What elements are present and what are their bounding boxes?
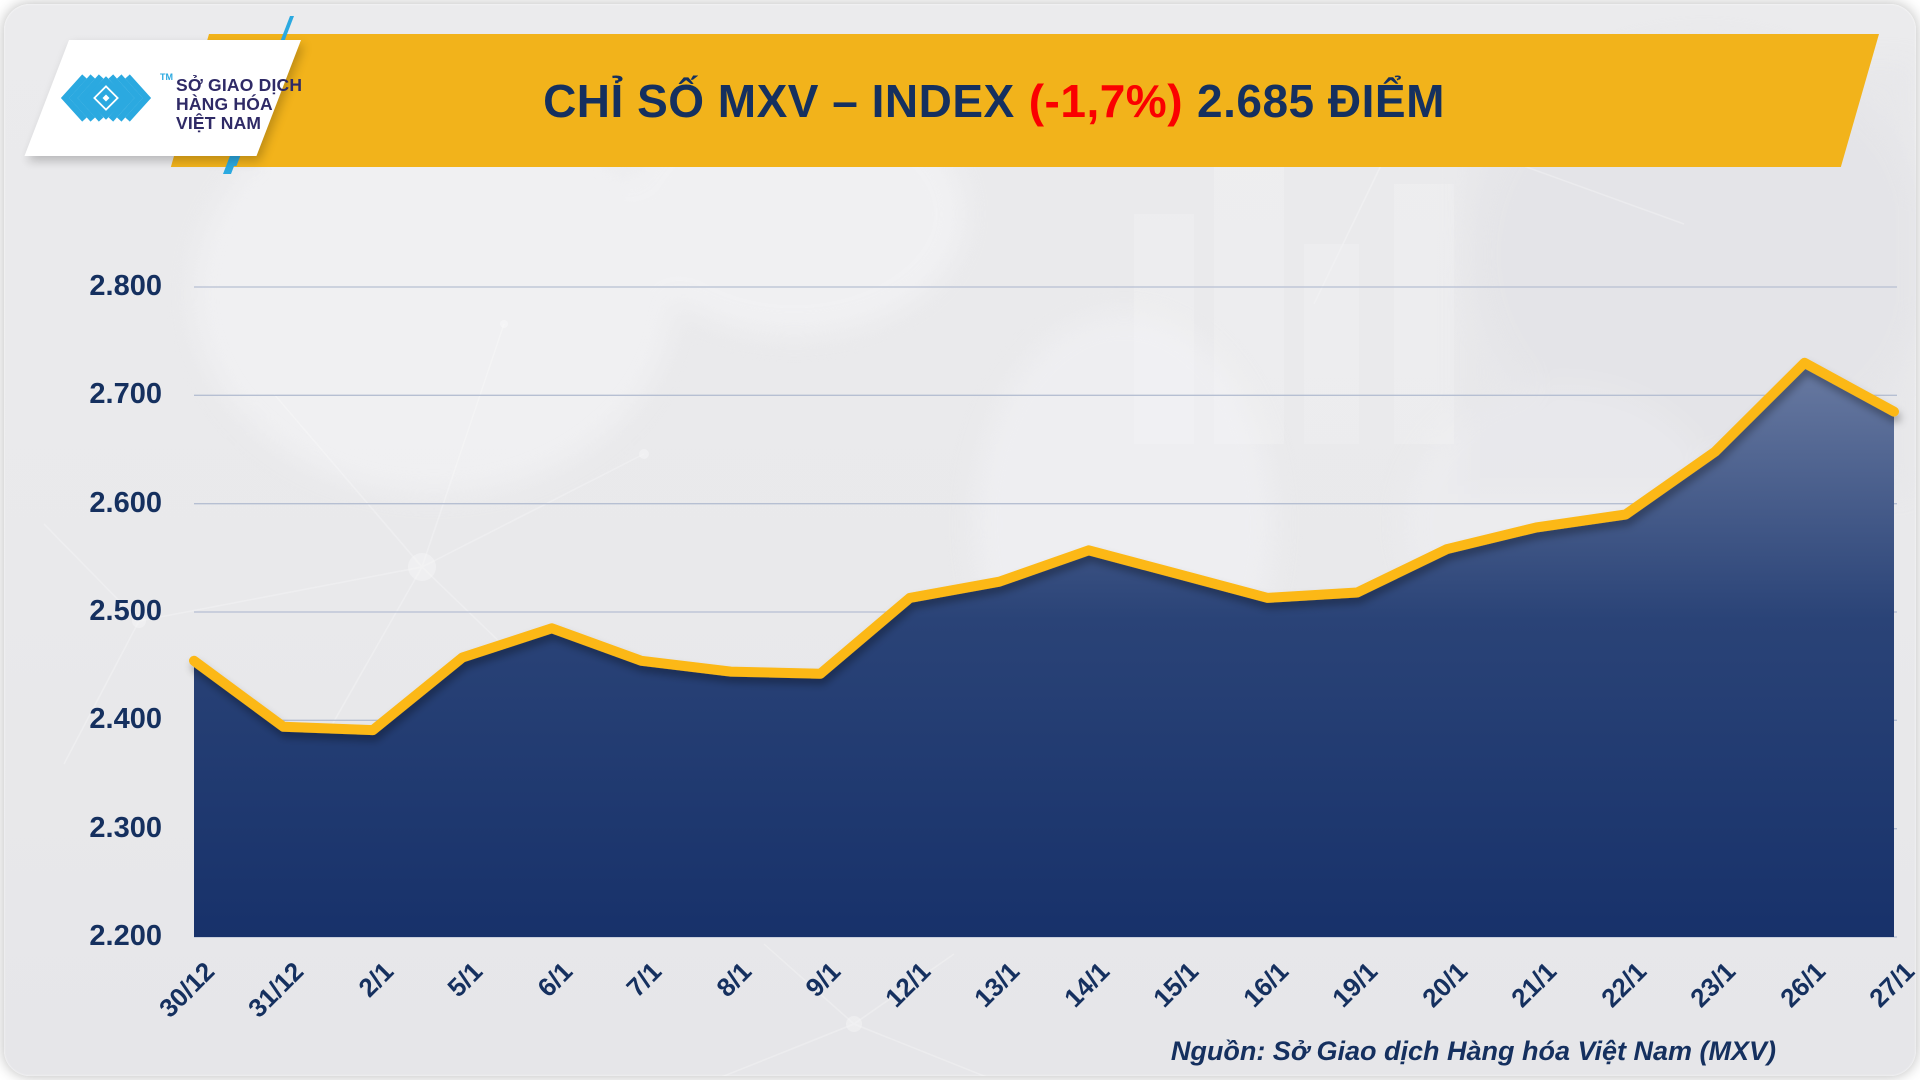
area-fill bbox=[194, 362, 1894, 937]
chart-title: CHỈ SỐ MXV – INDEX (-1,7%) 2.685 ĐIỂM bbox=[244, 34, 1744, 167]
logo-text-line2: HÀNG HÓA bbox=[176, 94, 273, 114]
y-tick-label: 2.500 bbox=[89, 595, 162, 627]
y-tick-label: 2.400 bbox=[89, 703, 162, 736]
title-value: 2.685 ĐIỂM bbox=[1197, 74, 1445, 127]
source-caption: Nguồn: Sở Giao dịch Hàng hóa Việt Nam (M… bbox=[1170, 1036, 1776, 1066]
y-tick-label: 2.300 bbox=[89, 811, 162, 844]
mxv-index-area-chart bbox=[189, 286, 1899, 938]
infographic-card: 2.800 2.700 2.600 2.500 2.400 2.300 2.200 30/1… bbox=[4, 4, 1916, 1076]
index-line bbox=[189, 357, 1899, 736]
mxv-logo-icon bbox=[60, 74, 152, 122]
logo-text-line3: VIỆT NAM bbox=[176, 113, 262, 133]
y-tick-label: 2.800 bbox=[89, 270, 162, 302]
trademark-symbol: TM bbox=[160, 72, 173, 82]
title-text: CHỈ SỐ MXV – INDEX bbox=[543, 74, 1015, 127]
y-tick-label: 2.700 bbox=[89, 378, 162, 411]
logo-text: SỞ GIAO DỊCH HÀNG HÓA VIỆT NAM bbox=[176, 76, 302, 133]
title-change-percent: (-1,7%) bbox=[1028, 74, 1184, 127]
logo-text-line1: SỞ GIAO DỊCH bbox=[176, 75, 303, 95]
y-tick-label: 2.200 bbox=[89, 920, 162, 952]
y-tick-label: 2.600 bbox=[89, 486, 162, 519]
